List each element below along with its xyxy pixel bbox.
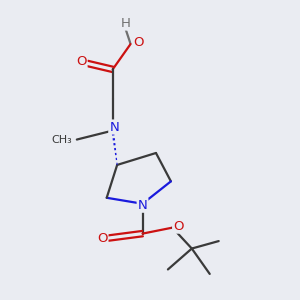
Text: N: N bbox=[109, 121, 119, 134]
Text: O: O bbox=[173, 220, 184, 232]
Text: O: O bbox=[76, 56, 87, 68]
Text: H: H bbox=[121, 16, 131, 30]
Text: O: O bbox=[133, 36, 143, 49]
Text: O: O bbox=[97, 232, 107, 244]
Text: N: N bbox=[138, 199, 147, 212]
Text: CH₃: CH₃ bbox=[52, 134, 72, 145]
